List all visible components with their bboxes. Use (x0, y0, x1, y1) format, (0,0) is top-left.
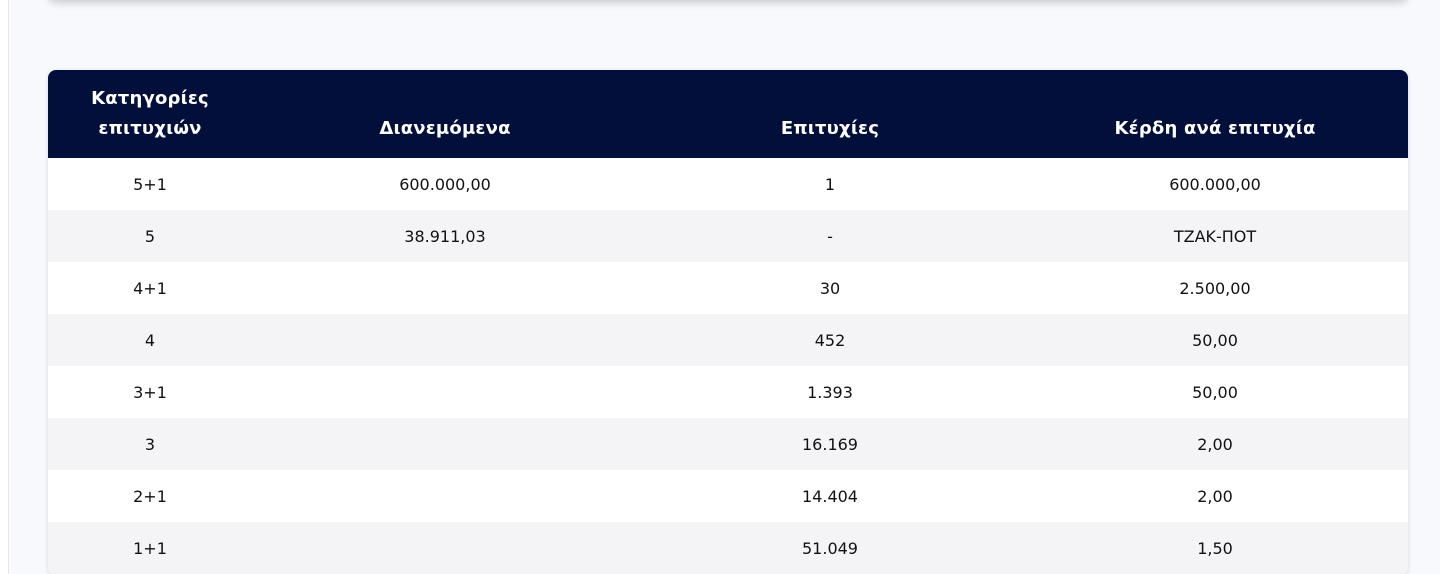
table-row: 5+1 600.000,00 1 600.000,00 (48, 158, 1408, 210)
cell-winners: 16.169 (802, 434, 858, 454)
cell-prize: ΤΖΑΚ-ΠΟΤ (1173, 226, 1257, 246)
cell-distributed (252, 470, 638, 522)
cell-distributed: 600.000,00 (399, 174, 491, 194)
cell-winners: 1 (824, 174, 836, 194)
left-edge-border (0, 0, 9, 574)
table-header-row: Κατηγορίες επιτυχιών Διανεμόμενα Επιτυχί… (48, 70, 1408, 158)
cell-distributed (252, 314, 638, 366)
cell-prize: 50,00 (1192, 382, 1238, 402)
table-row: 1+1 51.049 1,50 (48, 522, 1408, 574)
cell-prize: 2,00 (1197, 486, 1233, 506)
cell-distributed (252, 262, 638, 314)
table-row: 3+1 1.393 50,00 (48, 366, 1408, 418)
table-header: Κατηγορίες επιτυχιών Διανεμόμενα Επιτυχί… (48, 70, 1408, 158)
header-prize-per-winner: Κέρδη ανά επιτυχία (1114, 118, 1316, 139)
prize-distribution-table: Κατηγορίες επιτυχιών Διανεμόμενα Επιτυχί… (48, 70, 1408, 574)
cell-distributed (252, 522, 638, 574)
cell-prize: 1,50 (1197, 538, 1233, 558)
cell-category: 3+1 (133, 382, 167, 402)
header-categories: Κατηγορίες επιτυχιών (48, 70, 252, 158)
table-row: 5 38.911,03 - ΤΖΑΚ-ΠΟΤ (48, 210, 1408, 262)
cell-prize: 2.500,00 (1179, 278, 1251, 298)
table-body: 5+1 600.000,00 1 600.000,00 5 38.911,03 - ΤΖΑΚ-… (48, 158, 1408, 574)
prize-table-card: Κατηγορίες επιτυχιών Διανεμόμενα Επιτυχί… (48, 70, 1408, 574)
cell-winners: 14.404 (802, 486, 858, 506)
table-row: 4 452 50,00 (48, 314, 1408, 366)
cell-category: 5 (144, 226, 156, 246)
cell-prize: 50,00 (1192, 330, 1238, 350)
table-row: 2+1 14.404 2,00 (48, 470, 1408, 522)
cell-category: 3 (144, 434, 156, 454)
cell-winners: - (827, 226, 833, 246)
cell-prize: 2,00 (1197, 434, 1233, 454)
cell-category: 2+1 (133, 486, 167, 506)
cell-category: 5+1 (133, 174, 167, 194)
cell-prize: 600.000,00 (1169, 174, 1261, 194)
header-categories-line1: Κατηγορίες (91, 88, 209, 109)
table-row: 3 16.169 2,00 (48, 418, 1408, 470)
cell-category: 4+1 (133, 278, 167, 298)
header-distributed: Διανεμόμενα (379, 118, 511, 139)
table-row: 4+1 30 2.500,00 (48, 262, 1408, 314)
cell-distributed (252, 366, 638, 418)
cell-category: 4 (144, 330, 156, 350)
header-winners: Επιτυχίες (780, 118, 880, 139)
cell-winners: 51.049 (802, 538, 858, 558)
cell-winners: 30 (819, 278, 841, 298)
cell-category: 1+1 (133, 538, 167, 558)
cell-distributed: 38.911,03 (404, 226, 486, 246)
cell-winners: 1.393 (807, 382, 853, 402)
cell-distributed (252, 418, 638, 470)
header-categories-line2: επιτυχιών (98, 118, 202, 139)
cell-winners: 452 (814, 330, 846, 350)
